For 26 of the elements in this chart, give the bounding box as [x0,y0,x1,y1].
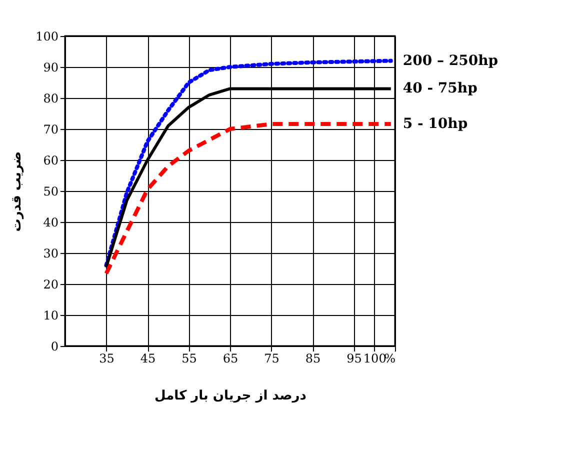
y-tick-label: 100 [36,30,58,44]
y-tick-label: 70 [43,122,58,136]
y-tick-label: 50 [43,184,58,198]
x-tick-label: 85 [305,352,321,366]
x-tick-label: % [384,352,396,366]
series-label: 40 - 75hp [402,80,478,97]
y-axis-title: ضریب قدرت [10,151,25,232]
x-tick-label: 95 [346,352,362,366]
y-tick-label: 20 [43,278,58,292]
y-tick-label: 0 [50,340,58,354]
x-tick-label: 45 [140,352,156,366]
y-tick-label: 60 [43,154,58,168]
x-tick-label: 100 [363,352,386,366]
x-tick-label: 75 [264,352,280,366]
y-tick-label: 80 [43,92,58,106]
y-tick-label: 40 [43,216,58,230]
y-tick-label: 90 [43,60,58,74]
y-tick-label: 10 [43,308,58,322]
x-axis-title: درصد از جریان بار کامل [154,388,307,404]
line-series [104,122,393,276]
x-tick-label: 35 [99,352,114,366]
y-tick-label: 30 [43,246,58,260]
x-tick-label: 55 [182,352,197,366]
series-label: 5 - 10hp [402,116,468,132]
x-tick-label: 65 [222,352,238,366]
series-label: 200 – 250hp [402,52,498,69]
